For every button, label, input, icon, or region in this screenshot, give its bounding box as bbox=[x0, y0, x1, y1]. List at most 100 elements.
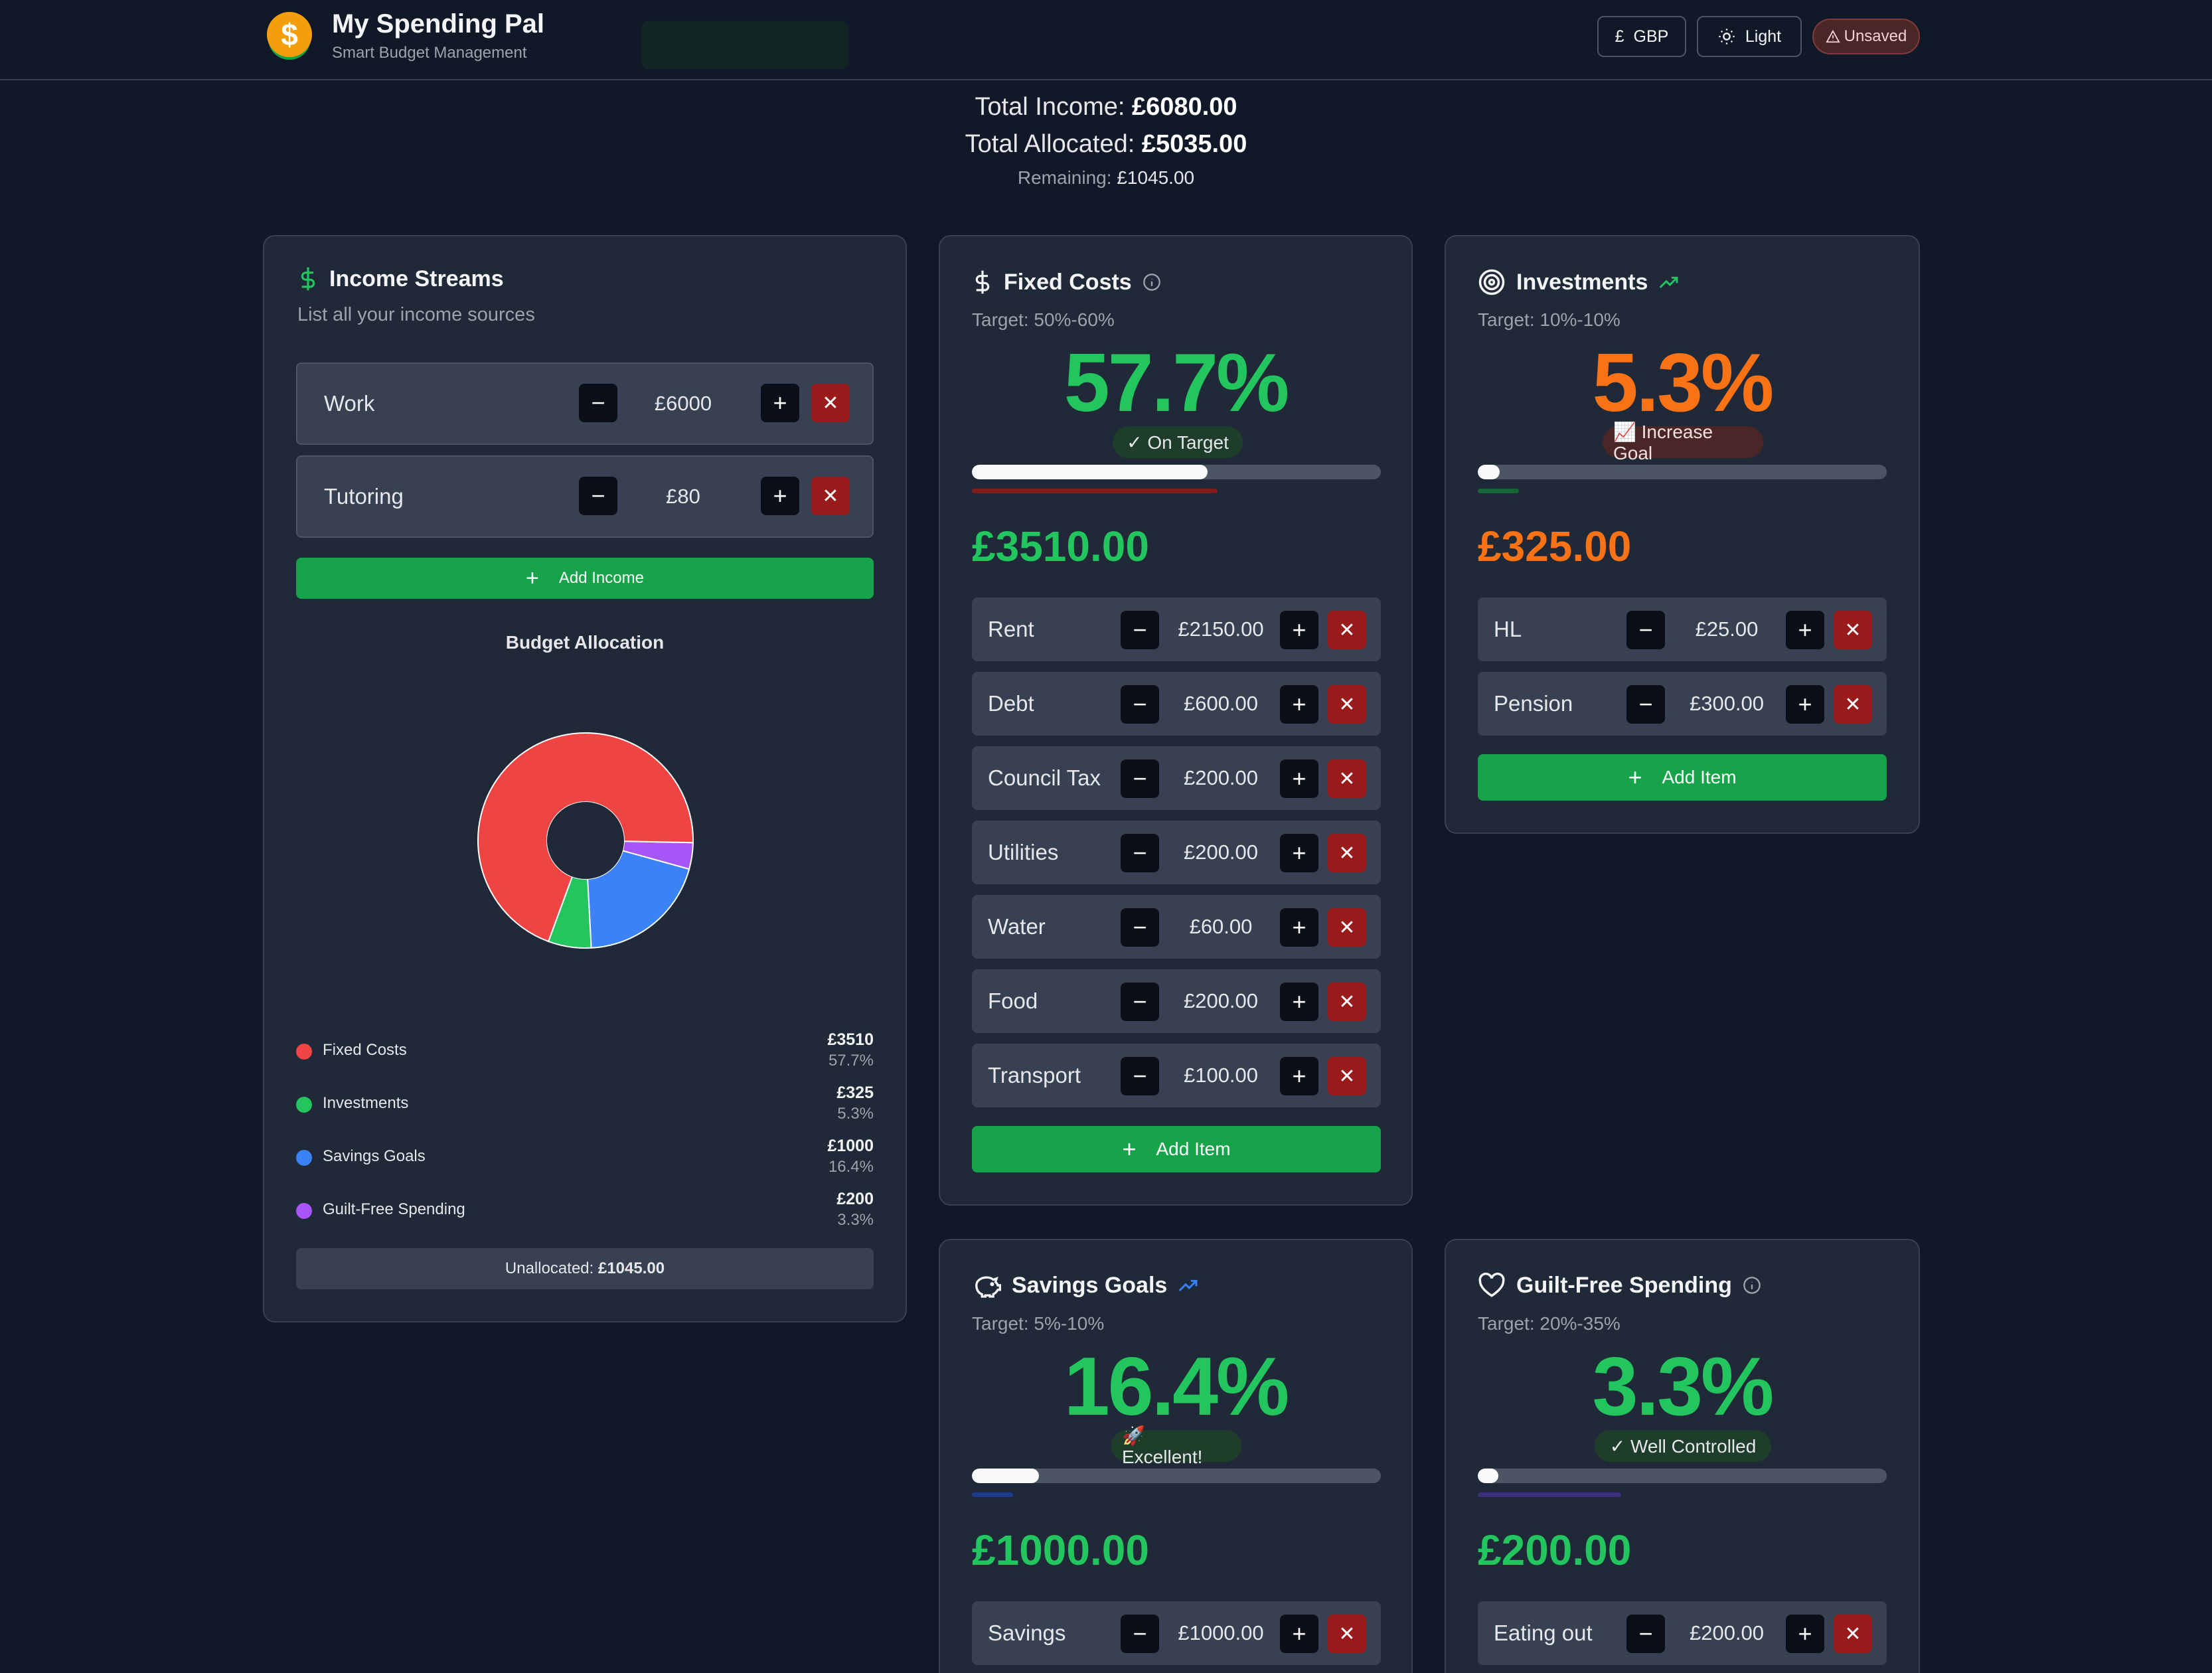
decrease-button[interactable]: − bbox=[1121, 1615, 1159, 1653]
item-label: Council Tax bbox=[988, 765, 1101, 790]
dollar-icon bbox=[975, 270, 990, 294]
item-amount: £60.00 bbox=[1189, 915, 1253, 938]
item-label: Debt bbox=[988, 691, 1034, 716]
increase-button[interactable]: + bbox=[1786, 1615, 1824, 1653]
fixed-costs-percent: 57.7% bbox=[1064, 337, 1290, 429]
decrease-button[interactable]: − bbox=[1121, 759, 1159, 798]
increase-button[interactable]: + bbox=[1786, 611, 1824, 649]
decrease-button[interactable]: − bbox=[1626, 1615, 1665, 1653]
total-income-label: Total Income: bbox=[975, 93, 1125, 121]
legend-dot bbox=[296, 1203, 312, 1219]
decrease-button[interactable]: − bbox=[579, 384, 617, 422]
item-amount: £200.00 bbox=[1183, 840, 1259, 864]
decrease-button[interactable]: − bbox=[579, 477, 617, 515]
decrease-button[interactable]: − bbox=[1121, 983, 1159, 1021]
decrease-button[interactable]: − bbox=[1121, 908, 1159, 947]
decrease-button[interactable]: − bbox=[1626, 685, 1665, 724]
donut-slice-fixed-costs[interactable] bbox=[477, 732, 694, 943]
remove-button[interactable]: ✕ bbox=[1834, 685, 1872, 724]
decrease-button[interactable]: − bbox=[1626, 611, 1665, 649]
income-row: Work − £6000 + ✕ bbox=[296, 362, 874, 445]
income-label: Work bbox=[324, 391, 375, 416]
remaining-value: £1045.00 bbox=[1117, 167, 1195, 188]
unallocated-box: Unallocated: £1045.00 bbox=[296, 1248, 874, 1289]
remove-button[interactable]: ✕ bbox=[1328, 759, 1366, 798]
budget-item-row: Transport − £100.00 + ✕ bbox=[972, 1044, 1381, 1107]
increase-button[interactable]: + bbox=[1280, 834, 1318, 872]
item-amount: £300.00 bbox=[1689, 692, 1765, 715]
fixed-costs-amount: £3510.00 bbox=[972, 522, 1149, 570]
fixed-costs-status-badge: ✓ On Target bbox=[1113, 426, 1243, 458]
piggy-bank-icon bbox=[975, 1276, 1001, 1298]
decrease-button[interactable]: − bbox=[1121, 1057, 1159, 1095]
remove-button[interactable]: ✕ bbox=[1328, 1057, 1366, 1095]
income-streams-card: Income Streams List all your income sour… bbox=[263, 235, 907, 1322]
increase-button[interactable]: + bbox=[761, 384, 799, 422]
remove-button[interactable]: ✕ bbox=[1328, 983, 1366, 1021]
item-label: Savings bbox=[988, 1621, 1066, 1645]
remove-button[interactable]: ✕ bbox=[1328, 908, 1366, 947]
target-range-indicator bbox=[1478, 1492, 1621, 1497]
increase-button[interactable]: + bbox=[761, 477, 799, 515]
decrease-button[interactable]: − bbox=[1121, 834, 1159, 872]
info-icon[interactable] bbox=[1143, 273, 1161, 291]
progress-fill bbox=[1478, 1469, 1498, 1483]
remove-button[interactable]: ✕ bbox=[1834, 1615, 1872, 1653]
legend-item-fixed-costs: Fixed Costs £3510 57.7% bbox=[296, 1030, 874, 1073]
budget-item-row: Pension − £300.00 + ✕ bbox=[1478, 672, 1887, 736]
budget-item-row: HL − £25.00 + ✕ bbox=[1478, 598, 1887, 661]
budget-item-row: Eating out − £200.00 + ✕ bbox=[1478, 1601, 1887, 1665]
guilt-free-status-badge: ✓ Well Controlled bbox=[1595, 1430, 1771, 1462]
investments-title: Investments bbox=[1478, 268, 1680, 296]
decrease-button[interactable]: − bbox=[1121, 685, 1159, 724]
investments-target: Target: 10%-10% bbox=[1478, 309, 1620, 330]
increase-button[interactable]: + bbox=[1280, 685, 1318, 724]
remove-button[interactable]: ✕ bbox=[811, 384, 850, 422]
guilt-free-percent: 3.3% bbox=[1592, 1341, 1775, 1433]
add-investment-button[interactable]: + Add Item bbox=[1478, 754, 1887, 801]
decrease-button[interactable]: − bbox=[1121, 611, 1159, 649]
guilt-free-amount: £200.00 bbox=[1478, 1526, 1632, 1574]
faded-nav-tab bbox=[641, 21, 848, 69]
legend-percent: 3.3% bbox=[837, 1211, 874, 1229]
income-title: Income Streams bbox=[297, 266, 504, 292]
target-range-indicator bbox=[972, 1492, 1013, 1497]
investments-title-text: Investments bbox=[1516, 269, 1648, 295]
app-title: My Spending Pal bbox=[332, 9, 545, 39]
remove-button[interactable]: ✕ bbox=[1834, 611, 1872, 649]
remove-button[interactable]: ✕ bbox=[1328, 611, 1366, 649]
guilt-free-spending-card: Guilt-Free Spending Target: 20%-35% 3.3%… bbox=[1445, 1239, 1920, 1673]
increase-button[interactable]: + bbox=[1280, 611, 1318, 649]
income-title-text: Income Streams bbox=[329, 266, 504, 291]
remove-button[interactable]: ✕ bbox=[1328, 834, 1366, 872]
theme-toggle-button[interactable]: Light bbox=[1697, 16, 1802, 57]
add-fixed-cost-button[interactable]: + Add Item bbox=[972, 1126, 1381, 1172]
budget-item-row: Rent − £2150.00 + ✕ bbox=[972, 598, 1381, 661]
add-income-label: Add Income bbox=[558, 569, 644, 587]
currency-label: GBP bbox=[1633, 27, 1669, 46]
increase-button[interactable]: + bbox=[1280, 759, 1318, 798]
increase-button[interactable]: + bbox=[1280, 1057, 1318, 1095]
item-label: Water bbox=[988, 914, 1046, 939]
remove-button[interactable]: ✕ bbox=[1328, 1615, 1366, 1653]
increase-button[interactable]: + bbox=[1280, 983, 1318, 1021]
increase-button[interactable]: + bbox=[1786, 685, 1824, 724]
fixed-costs-title: Fixed Costs bbox=[972, 268, 1161, 296]
increase-button[interactable]: + bbox=[1280, 1615, 1318, 1653]
investments-status-badge: 📈 Increase Goal bbox=[1603, 422, 1763, 463]
savings-status-badge: 🚀 Excellent! bbox=[1111, 1425, 1241, 1467]
item-amount: £1000.00 bbox=[1178, 1621, 1264, 1644]
remove-button[interactable]: ✕ bbox=[1328, 685, 1366, 724]
item-amount: £200.00 bbox=[1183, 989, 1259, 1012]
info-icon[interactable] bbox=[1743, 1276, 1761, 1295]
savings-target: Target: 5%-10% bbox=[972, 1313, 1105, 1334]
currency-button[interactable]: £ GBP bbox=[1597, 16, 1686, 57]
add-income-button[interactable]: + Add Income bbox=[296, 558, 874, 599]
legend-dot bbox=[296, 1150, 312, 1166]
income-label: Tutoring bbox=[324, 484, 404, 509]
legend-amount: £3510 bbox=[827, 1030, 874, 1049]
remove-button[interactable]: ✕ bbox=[811, 477, 850, 515]
increase-button[interactable]: + bbox=[1280, 908, 1318, 947]
income-row: Tutoring − £80 + ✕ bbox=[296, 455, 874, 538]
item-label: Pension bbox=[1494, 691, 1573, 716]
